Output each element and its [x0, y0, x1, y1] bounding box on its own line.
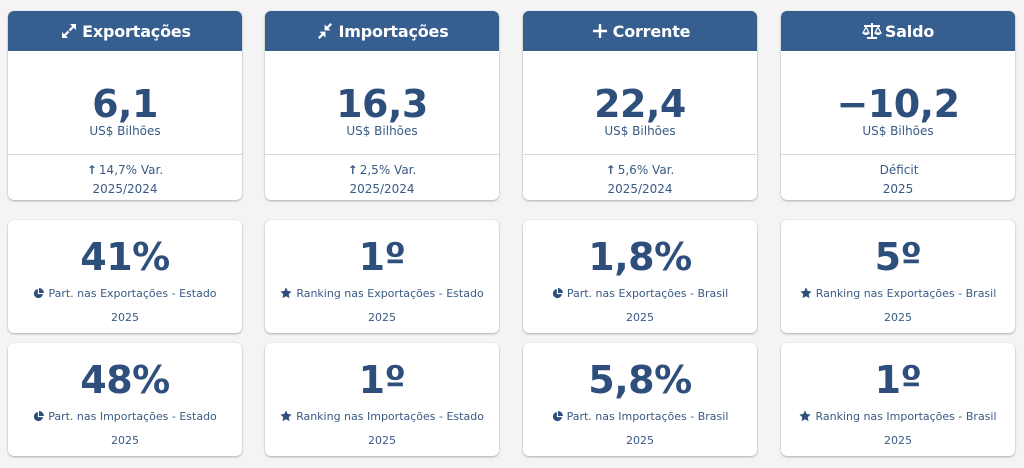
- arrow-up-icon: ↑: [87, 161, 97, 179]
- summary-card-importacoes: Importações 16,3 US$ Bilhões ↑ 2,5% Var. …: [265, 11, 499, 200]
- stat-label-text: Part. nas Exportações - Estado: [48, 287, 216, 300]
- stat-year: 2025: [265, 434, 499, 448]
- stat-card: 5,8% Part. nas Importações - Brasil 2025: [523, 343, 757, 456]
- stat-value: 1º: [781, 360, 1015, 400]
- card-title: Exportações: [82, 22, 191, 41]
- stat-label: Ranking nas Exportações - Brasil: [781, 287, 1015, 303]
- star-icon: [800, 287, 812, 303]
- column-exportacoes: Exportações 6,1 US$ Bilhões ↑ 14,7% Var. …: [8, 0, 242, 468]
- variation-text: 5,6% Var.: [618, 163, 675, 177]
- stat-label: Part. nas Exportações - Estado: [8, 287, 242, 303]
- pie-chart-icon: [33, 288, 44, 303]
- pie-chart-icon: [552, 411, 563, 426]
- stat-label: Ranking nas Exportações - Estado: [265, 287, 499, 303]
- column-importacoes: Importações 16,3 US$ Bilhões ↑ 2,5% Var. …: [265, 0, 499, 468]
- card-title: Corrente: [613, 22, 691, 41]
- variation: Déficit: [781, 161, 1015, 179]
- summary-card-saldo: Saldo −10,2 US$ Bilhões Déficit 2025: [781, 11, 1015, 200]
- stat-year: 2025: [781, 434, 1015, 448]
- stat-label: Part. nas Exportações - Brasil: [523, 287, 757, 303]
- arrow-up-icon: ↑: [348, 161, 358, 179]
- stat-card: 48% Part. nas Importações - Estado 2025: [8, 343, 242, 456]
- stat-label-text: Ranking nas Importações - Estado: [296, 410, 484, 423]
- card-header: Exportações: [8, 11, 242, 51]
- stat-label: Ranking nas Importações - Estado: [265, 410, 499, 426]
- stat-card: 1º Ranking nas Importações - Estado 2025: [265, 343, 499, 456]
- unit-label: US$ Bilhões: [523, 124, 757, 138]
- main-value: −10,2: [781, 84, 1015, 124]
- stat-year: 2025: [8, 434, 242, 448]
- stat-value: 1º: [265, 360, 499, 400]
- main-value: 16,3: [265, 84, 499, 124]
- stat-card: 5º Ranking nas Exportações - Brasil 2025: [781, 220, 1015, 333]
- compress-arrows-icon: [315, 21, 335, 41]
- unit-label: US$ Bilhões: [781, 124, 1015, 138]
- stat-year: 2025: [265, 311, 499, 325]
- divider: [265, 154, 499, 155]
- stat-value: 1,8%: [523, 237, 757, 277]
- main-value: 6,1: [8, 84, 242, 124]
- variation-text: Déficit: [880, 163, 919, 177]
- period: 2025: [781, 180, 1015, 198]
- star-icon: [799, 410, 811, 426]
- card-title: Saldo: [885, 22, 934, 41]
- divider: [523, 154, 757, 155]
- variation: ↑ 14,7% Var.: [8, 161, 242, 179]
- stat-label-text: Part. nas Importações - Estado: [48, 410, 217, 423]
- main-value: 22,4: [523, 84, 757, 124]
- pie-chart-icon: [552, 288, 563, 303]
- stat-label-text: Part. nas Importações - Brasil: [567, 410, 729, 423]
- stat-label: Part. nas Importações - Brasil: [523, 410, 757, 426]
- star-icon: [280, 287, 292, 303]
- expand-arrows-icon: [59, 21, 79, 41]
- arrow-up-icon: ↑: [606, 161, 616, 179]
- unit-label: US$ Bilhões: [265, 124, 499, 138]
- stat-value: 5,8%: [523, 360, 757, 400]
- unit-label: US$ Bilhões: [8, 124, 242, 138]
- variation-text: 2,5% Var.: [360, 163, 417, 177]
- stat-card: 1º Ranking nas Exportações - Estado 2025: [265, 220, 499, 333]
- balance-scale-icon: [862, 21, 882, 41]
- stat-card: 1º Ranking nas Importações - Brasil 2025: [781, 343, 1015, 456]
- card-title: Importações: [338, 22, 448, 41]
- stat-year: 2025: [523, 311, 757, 325]
- stat-value: 1º: [265, 237, 499, 277]
- stat-card: 1,8% Part. nas Exportações - Brasil 2025: [523, 220, 757, 333]
- stat-label-text: Part. nas Exportações - Brasil: [567, 287, 728, 300]
- stat-label-text: Ranking nas Exportações - Estado: [296, 287, 483, 300]
- stat-label-text: Ranking nas Importações - Brasil: [815, 410, 996, 423]
- stat-card: 41% Part. nas Exportações - Estado 2025: [8, 220, 242, 333]
- card-header: Corrente: [523, 11, 757, 51]
- stat-year: 2025: [8, 311, 242, 325]
- pie-chart-icon: [33, 411, 44, 426]
- stat-year: 2025: [781, 311, 1015, 325]
- divider: [781, 154, 1015, 155]
- divider: [8, 154, 242, 155]
- column-corrente: Corrente 22,4 US$ Bilhões ↑ 5,6% Var. 202…: [523, 0, 757, 468]
- period: 2025/2024: [265, 180, 499, 198]
- stat-year: 2025: [523, 434, 757, 448]
- stat-label: Part. nas Importações - Estado: [8, 410, 242, 426]
- stat-value: 48%: [8, 360, 242, 400]
- stat-label: Ranking nas Importações - Brasil: [781, 410, 1015, 426]
- period: 2025/2024: [523, 180, 757, 198]
- stat-value: 5º: [781, 237, 1015, 277]
- variation: ↑ 5,6% Var.: [523, 161, 757, 179]
- card-header: Importações: [265, 11, 499, 51]
- star-icon: [280, 410, 292, 426]
- summary-card-exportacoes: Exportações 6,1 US$ Bilhões ↑ 14,7% Var. …: [8, 11, 242, 200]
- summary-card-corrente: Corrente 22,4 US$ Bilhões ↑ 5,6% Var. 202…: [523, 11, 757, 200]
- variation-text: 14,7% Var.: [99, 163, 163, 177]
- card-header: Saldo: [781, 11, 1015, 51]
- stat-label-text: Ranking nas Exportações - Brasil: [816, 287, 997, 300]
- column-saldo: Saldo −10,2 US$ Bilhões Déficit 2025 5º …: [781, 0, 1015, 468]
- variation: ↑ 2,5% Var.: [265, 161, 499, 179]
- stat-value: 41%: [8, 237, 242, 277]
- plus-icon: [590, 21, 610, 41]
- period: 2025/2024: [8, 180, 242, 198]
